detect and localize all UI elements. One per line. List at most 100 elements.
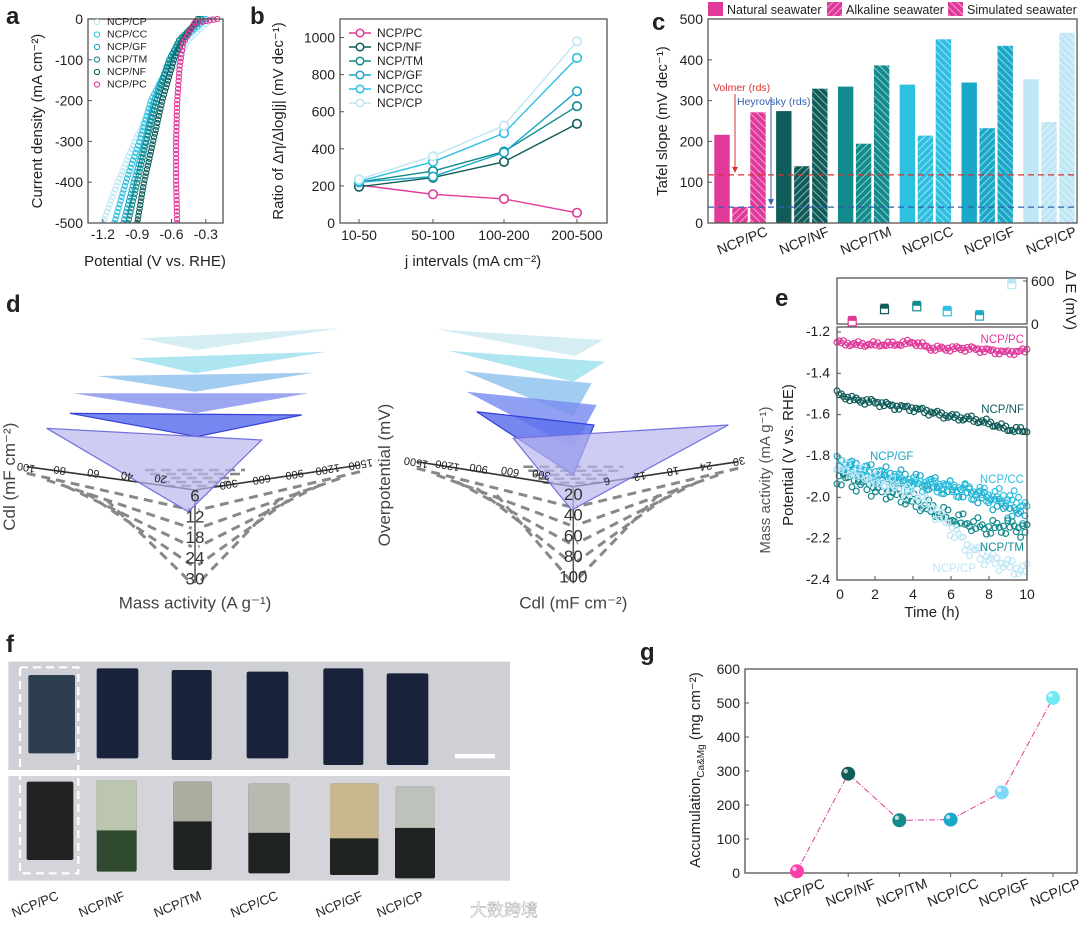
y-tick-label: 200 [312, 178, 336, 194]
lsv-point-ncp-cp [119, 167, 126, 175]
lsv-point-ncp-cp [105, 204, 112, 212]
y-tick-label: -400 [55, 174, 83, 190]
axis-tick-label: 60 [86, 466, 100, 480]
lsv-point-ncp-pc [173, 185, 180, 192]
stability-point-ncp-tm [1004, 517, 1012, 525]
stability-point-ncp-cp [978, 549, 986, 557]
x-axis-title: j intervals (mA cm⁻²) [404, 253, 541, 270]
y-tick-label: -500 [55, 215, 83, 231]
lsv-point-ncp-pc [173, 189, 180, 196]
inset-y-tick-label: 0 [1031, 316, 1039, 332]
electrode-before-ncp-gf [323, 668, 364, 765]
stability-point-ncp-cc [997, 497, 1005, 505]
stability-point-ncp-gf [993, 502, 1001, 510]
lsv-point-ncp-nf [170, 56, 178, 63]
stability-point-ncp-cc [959, 484, 967, 492]
lsv-point-ncp-pc [173, 212, 181, 219]
radar-plane-1 [140, 328, 340, 350]
x-axis-title: Mass activity (A g⁻¹) [119, 593, 272, 612]
x-tick-label: NCP/GF [962, 223, 1017, 258]
stability-point-ncp-cp [835, 464, 843, 472]
lsv-point-ncp-nf [149, 141, 156, 148]
stability-point-ncp-nf [867, 395, 875, 403]
lsv-point-ncp-pc [174, 85, 182, 92]
sample-label-ncp-gf: NCP/GF [314, 888, 365, 920]
lsv-point-ncp-nf [136, 205, 143, 212]
lsv-point-ncp-cc [142, 116, 149, 123]
stability-point-ncp-cc [963, 489, 971, 497]
line-ncp-cp [358, 40, 578, 181]
x-tick-label: NCP/GF [976, 875, 1031, 910]
stability-point-ncp-cc [980, 484, 988, 492]
point-ncp-cc [571, 52, 583, 64]
lsv-point-ncp-pc [173, 104, 181, 112]
grid-dash-line [197, 490, 301, 567]
lsv-point-ncp-nf [147, 148, 155, 155]
lsv-point-ncp-tm [135, 172, 142, 179]
lsv-point-ncp-pc [172, 177, 180, 184]
grid-dash-line [197, 476, 341, 530]
stability-point-ncp-pc [955, 344, 963, 352]
stability-point-ncp-gf [1002, 503, 1010, 511]
stability-point-ncp-tm [852, 487, 860, 495]
stability-point-ncp-cp [959, 533, 967, 541]
stability-point-ncp-cp [976, 555, 984, 563]
lsv-point-ncp-pc [185, 29, 193, 37]
lsv-point-ncp-cc [116, 201, 123, 208]
lsv-point-ncp-nf [154, 116, 162, 123]
stability-point-ncp-nf [848, 392, 856, 400]
stability-point-ncp-cp [1010, 570, 1018, 578]
point-ncp-nf [571, 118, 583, 129]
y-tick-label: 800 [312, 67, 336, 83]
lsv-point-ncp-tm [136, 168, 143, 176]
stability-point-ncp-cp [844, 460, 852, 468]
stability-point-ncp-tm [999, 522, 1007, 530]
panel-label-b: b [250, 3, 265, 30]
y-tick-label: -100 [55, 52, 83, 68]
legend-label-ncp-gf: NCP/GF [377, 68, 422, 82]
y-tick-label: 1000 [304, 30, 335, 46]
grid-dash-line [26, 471, 193, 512]
stability-point-ncp-pc [950, 345, 958, 353]
stability-point-ncp-cc [1014, 493, 1022, 501]
x-tick-label: NCP/TM [838, 223, 894, 258]
legend-marker-ncp-pc [93, 81, 101, 88]
stability-point-ncp-tm [987, 529, 995, 537]
stability-point-ncp-cp [918, 493, 926, 501]
series-label-ncp-cc: NCP/CC [980, 474, 1024, 486]
lsv-point-ncp-cp [107, 197, 115, 204]
stability-point-ncp-pc [1012, 347, 1020, 355]
y-tick-label: -200 [55, 93, 83, 109]
axis-tick-label: 1500 [347, 456, 373, 472]
point-ncp-gf [427, 171, 439, 182]
salt-deposit-ncp-cp [395, 786, 435, 828]
stability-point-ncp-pc [901, 340, 909, 348]
x-tick-label: NCP/TM [874, 875, 930, 910]
bar-ncp-cc-natural-seawater [899, 84, 916, 224]
stability-point-ncp-cp [1008, 557, 1016, 565]
legend-marker-ncp-nf [93, 68, 101, 76]
lsv-point-ncp-nf [178, 39, 185, 47]
x-tick-label: NCP/PC [715, 223, 770, 258]
y-tick-label: 400 [312, 141, 336, 157]
stability-point-ncp-tm [848, 483, 856, 491]
stability-point-ncp-cp [989, 550, 997, 558]
stability-point-ncp-cc [935, 480, 943, 488]
x-tick-label: 2 [871, 586, 879, 602]
lsv-point-ncp-pc [172, 154, 180, 161]
lsv-point-ncp-tm [157, 85, 164, 92]
delta-e-marker-fill-ncp-gf [975, 310, 984, 316]
stability-point-ncp-cc [993, 493, 1001, 501]
stability-point-ncp-cc [978, 491, 986, 499]
sample-label-ncp-pc: NCP/PC [9, 888, 60, 920]
panel-a-plot [99, 15, 221, 223]
lsv-point-ncp-pc [177, 58, 184, 66]
stability-point-ncp-cp [948, 524, 956, 532]
lsv-point-ncp-nf [162, 84, 170, 91]
y-tick-label: -1.2 [806, 323, 830, 339]
grid-dash-line [85, 492, 193, 567]
stability-point-ncp-cp [935, 515, 943, 523]
lsv-point-ncp-pc [172, 162, 180, 169]
lsv-point-ncp-gf [123, 208, 130, 216]
